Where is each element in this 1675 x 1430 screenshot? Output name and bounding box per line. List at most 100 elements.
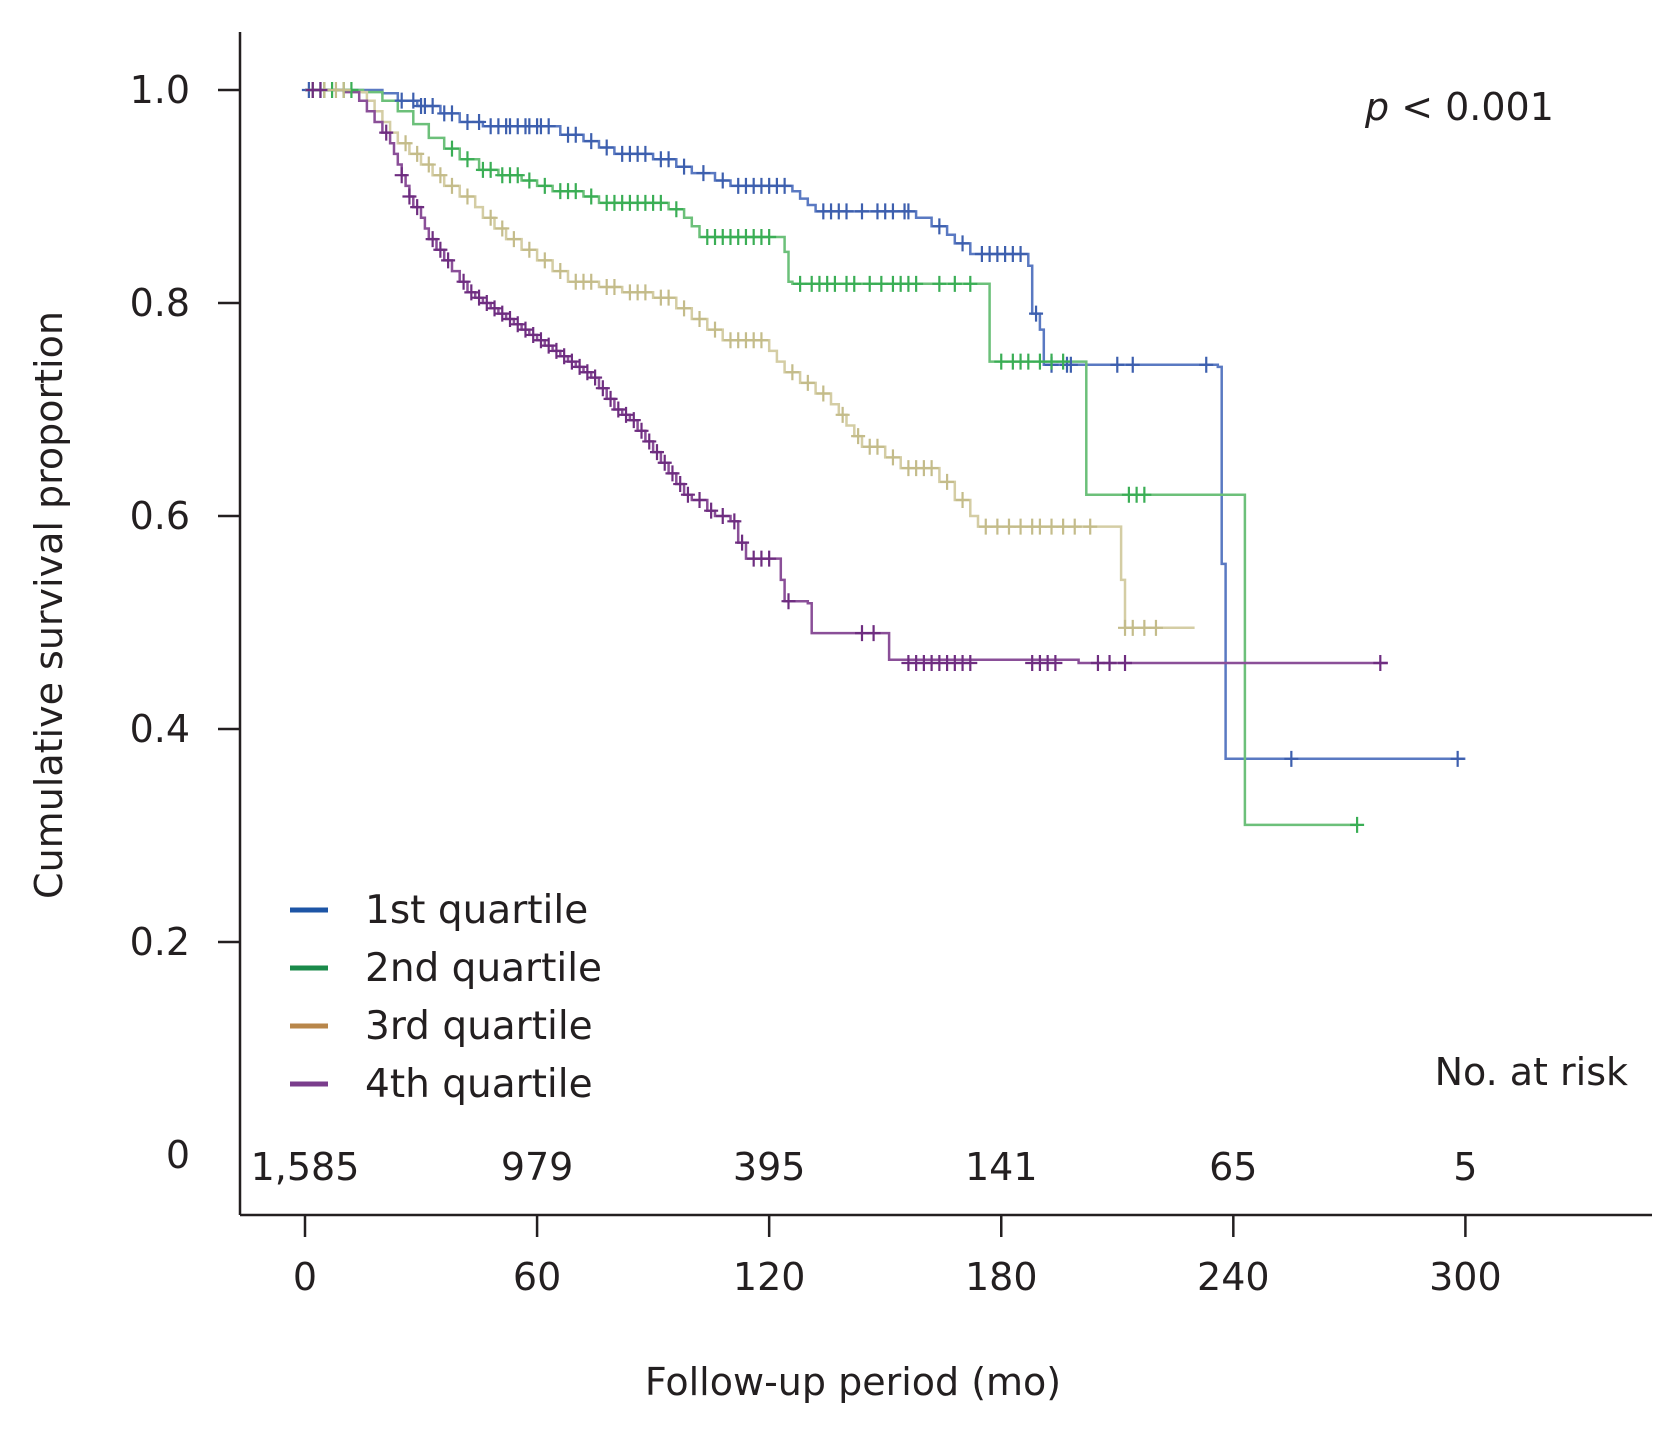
censor-mark-series-1: [955, 235, 970, 252]
at-risk-value: 141: [965, 1145, 1038, 1189]
censor-mark-series-1: [541, 118, 556, 135]
censor-mark-series-2: [537, 177, 552, 194]
censor-mark-series-1: [568, 126, 583, 143]
censor-mark-series-2: [963, 275, 978, 292]
censor-mark-series-4: [313, 82, 328, 98]
censor-mark-series-2: [510, 167, 525, 184]
censor-mark-series-4: [1118, 654, 1133, 671]
censor-mark-series-4: [425, 231, 440, 248]
censor-mark-series-1: [444, 105, 459, 122]
survival-curves: [305, 88, 1466, 827]
censor-mark-series-4: [735, 534, 750, 551]
censor-mark-series-1: [901, 203, 916, 220]
censor-mark-series-3: [433, 167, 448, 184]
censor-mark-series-1: [932, 218, 947, 235]
censor-mark-series-4: [619, 406, 634, 423]
censor-mark-series-4: [580, 364, 595, 381]
censor-mark-series-3: [410, 145, 425, 162]
censor-mark-series-4: [495, 305, 510, 322]
ticks: 0 60 120 180 240 300 0.2 0.4 0.6 0.8 1.0 0: [130, 68, 1502, 1299]
censor-mark-series-3: [800, 374, 815, 391]
y-tick-label: 0.6: [130, 494, 190, 538]
at-risk-value: 1,585: [251, 1145, 360, 1189]
censor-mark-series-4: [595, 380, 610, 397]
censor-mark-series-2: [653, 194, 668, 211]
legend: 1st quartile 2nd quartile 3rd quartile 4th …: [290, 888, 602, 1107]
censor-mark-series-3: [940, 473, 955, 490]
censor-mark-series-3: [506, 231, 521, 248]
censor-mark-series-2: [483, 161, 498, 178]
x-axis-title: Follow-up period (mo): [645, 1360, 1061, 1404]
censor-mark-series-4: [626, 412, 641, 429]
censor-mark-series-1: [661, 151, 676, 168]
censor-mark-series-4: [526, 326, 541, 343]
censor-mark-series-3: [1067, 518, 1082, 535]
censor-mark-series-1: [1110, 356, 1125, 373]
censor-mark-series-2: [444, 140, 459, 157]
censor-mark-series-1: [1063, 356, 1078, 373]
censor-mark-series-3: [553, 263, 568, 280]
censor-mark-series-3: [692, 310, 707, 327]
censor-mark-series-4: [533, 332, 548, 349]
censor-mark-series-3: [584, 273, 599, 290]
censor-mark-series-3: [460, 188, 475, 205]
censor-mark-series-2: [1137, 486, 1152, 503]
censor-mark-series-4: [503, 310, 518, 327]
curve-series-3: [305, 88, 1195, 630]
censor-mark-series-2: [669, 201, 684, 218]
censor-mark-series-1: [1029, 305, 1044, 322]
censor-mark-series-4: [518, 321, 533, 338]
censor-mark-series-4: [781, 593, 796, 610]
censor-mark-series-2: [522, 172, 537, 189]
censor-mark-series-3: [483, 209, 498, 226]
y-zero-label: 0: [166, 1133, 190, 1177]
x-tick-label: 300: [1429, 1255, 1502, 1299]
censor-mark-series-2: [947, 275, 962, 292]
censor-mark-series-4: [402, 188, 417, 205]
censor-mark-series-3: [336, 82, 351, 98]
censor-mark-series-1: [599, 139, 614, 156]
y-tick-label: 0.8: [130, 281, 190, 325]
censor-mark-series-4: [557, 348, 572, 365]
censor-mark-series-4: [634, 422, 649, 439]
censor-mark-series-2: [847, 275, 862, 292]
y-axis-title: Cumulative survival proportion: [27, 311, 71, 899]
censor-mark-series-1: [677, 158, 692, 175]
legend-label-series-3: 3rd quartile: [365, 1004, 593, 1049]
x-tick-label: 120: [733, 1255, 806, 1299]
legend-label-series-1: 1st quartile: [365, 888, 588, 933]
censor-mark-series-4: [963, 654, 978, 671]
censor-mark-series-4: [680, 486, 695, 503]
censor-mark-series-4: [727, 513, 742, 530]
censor-mark-series-4: [665, 465, 680, 482]
y-tick-label: 0.4: [130, 707, 190, 751]
censor-mark-series-4: [564, 353, 579, 370]
censor-mark-series-2: [568, 183, 583, 200]
censor-mark-series-3: [522, 241, 537, 258]
at-risk-value: 5: [1453, 1145, 1477, 1189]
censor-mark-series-3: [851, 428, 866, 445]
censor-mark-series-1: [696, 165, 711, 182]
censor-mark-series-4: [611, 401, 626, 418]
censor-mark-series-4: [692, 492, 707, 509]
censor-mark-series-4: [1102, 654, 1117, 671]
censor-mark-series-4: [715, 508, 730, 524]
censor-mark-series-4: [549, 342, 564, 359]
censor-mark-series-4: [572, 358, 587, 375]
censor-mark-series-1: [1284, 750, 1299, 767]
censor-mark-series-3: [661, 289, 676, 306]
censor-mark-series-4: [866, 625, 881, 642]
censor-mark-series-3: [870, 438, 885, 455]
censor-mark-series-3: [638, 284, 653, 301]
censor-mark-series-1: [584, 133, 599, 150]
at-risk-value: 979: [501, 1145, 574, 1189]
censor-mark-series-4: [456, 273, 471, 290]
censor-mark-series-1: [1013, 246, 1028, 263]
p-value-text: < 0.001: [1389, 85, 1554, 129]
curve-series-1: [305, 88, 1466, 761]
censor-mark-series-1: [839, 203, 854, 220]
censor-mark-series-2: [762, 228, 777, 245]
x-tick-label: 240: [1197, 1255, 1270, 1299]
censor-mark-series-1: [715, 172, 730, 189]
censor-mark-series-3: [835, 406, 850, 423]
